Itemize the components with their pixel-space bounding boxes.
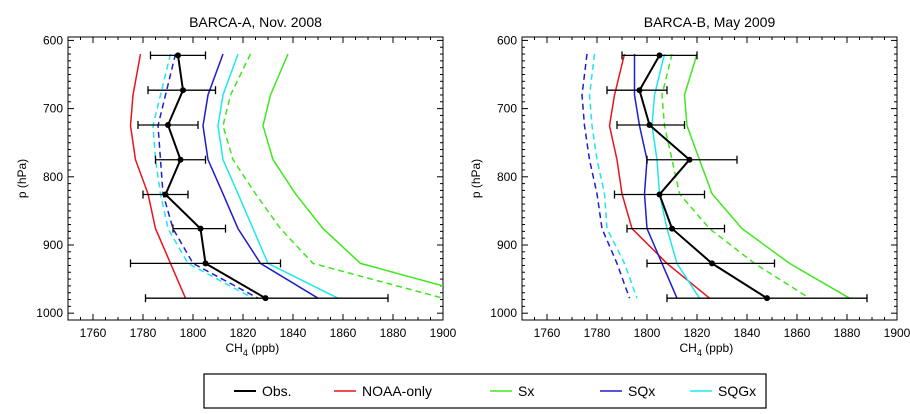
obs-point [646,121,653,128]
chart-panel-2: BARCA-B, May 2009 1760 1780 1800 1820 1840 186… [469,14,910,358]
legend-box [203,373,767,409]
y-axis-label: p (hPa) [469,159,483,198]
x-tick-label: 1820 [230,326,257,340]
obs-line [164,55,267,300]
series-line-sqx-dashed [581,53,631,299]
x-tick-label: 1860 [330,326,357,340]
x-tick-label: 1800 [634,326,661,340]
obs-point [656,52,663,59]
y-axis-label: p (hPa) [15,159,29,198]
plot-frame [67,36,444,321]
chart-title: BARCA-B, May 2009 [644,14,776,30]
legend-label: NOAA-only [362,383,432,399]
obs-point [656,191,663,198]
legend-label: SQx [628,383,655,399]
y-tick-label: 600 [497,33,517,47]
x-axis-label: CH4 (ppb) [680,341,734,358]
obs-point [636,87,643,94]
legend-label: Obs. [262,383,292,399]
series-line-sqx-dashed [157,53,259,299]
x-axis-label-main: CH [226,341,243,355]
series-line-sqx [633,54,678,299]
x-tick-label: 1760 [80,326,107,340]
obs-series [129,51,389,303]
x-tick-label: 1780 [584,326,611,340]
series-group [129,53,443,299]
series-line-sx [683,53,850,299]
chart-panel-1: BARCA-A, Nov. 2008 1760 1780 1800 1820 1840 18… [15,14,457,358]
legend-label: SQGx [718,383,756,399]
x-tick-label: 1840 [734,326,761,340]
x-tick-label: 1880 [380,326,407,340]
x-axis-label-unit: (ppb) [248,341,279,355]
x-tick-label: 1860 [784,326,811,340]
chart-title: BARCA-A, Nov. 2008 [189,14,322,30]
obs-point [177,156,184,163]
x-axis-label-main: CH [680,341,697,355]
series-line-sqgx [651,53,701,299]
y-tick-label: 1000 [36,306,63,320]
x-tick-label: 1900 [430,326,457,340]
x-axis-label-unit: (ppb) [702,341,733,355]
obs-point [175,52,181,59]
x-axis-label: CH4 (ppb) [226,341,280,358]
obs-point [180,87,186,94]
series-line-sqgx-dashed [152,53,254,299]
x-tick-label: 1800 [180,326,207,340]
obs-point [202,260,209,267]
y-tick-label: 800 [497,170,517,184]
x-tick-label: 1780 [130,326,157,340]
y-tick-label: 800 [43,170,63,184]
y-tick-label: 700 [43,102,63,116]
obs-point [162,191,169,198]
x-tick-label: 1840 [280,326,307,340]
series-line-sqgx [217,53,339,299]
series-line-noaa-only [129,53,187,299]
series-line-sx-dashed [222,53,443,299]
obs-series [606,51,868,303]
obs-point [686,156,693,163]
series-line-noaa-only [608,53,710,299]
y-tick-label: 600 [43,33,63,47]
legend-label: Sx [518,383,534,399]
series-line-sx [262,53,443,287]
obs-point [197,225,204,232]
series-line-sqgx-dashed [588,53,638,299]
x-tick-label: 1820 [684,326,711,340]
x-tick-label: 1900 [884,326,910,340]
obs-line [638,54,768,300]
x-tick-label: 1880 [834,326,861,340]
y-tick-label: 900 [43,238,63,252]
x-axis-label-sub: 4 [697,348,702,358]
series-line-sqx [202,53,319,299]
plot-frame [521,36,898,321]
x-tick-label: 1760 [534,326,561,340]
x-axis-label-sub: 4 [243,348,248,358]
y-tick-label: 1000 [490,306,517,320]
obs-point [764,295,770,302]
obs-point [709,260,715,267]
obs-point [165,121,171,128]
y-tick-label: 900 [497,238,517,252]
y-tick-label: 700 [497,102,517,116]
obs-point [262,295,269,302]
obs-point [669,225,675,232]
legend: Obs. NOAA-only Sx SQx SQGx [203,373,767,409]
